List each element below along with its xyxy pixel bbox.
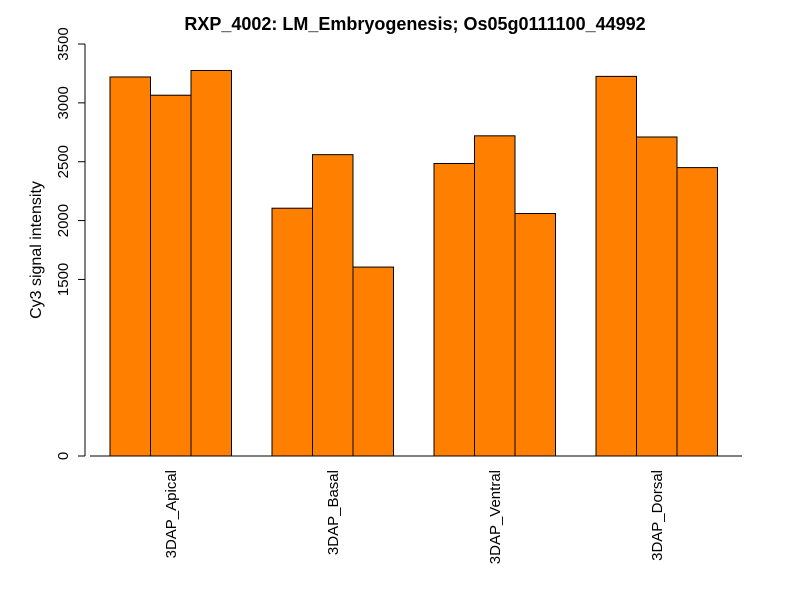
chart-title: RXP_4002: LM_Embryogenesis; Os05g0111100… bbox=[184, 14, 645, 34]
bar-3dap_dorsal-1 bbox=[595, 75, 637, 457]
category-labels: 3DAP_Apical 3DAP_Basal 3DAP_Ventral 3DAP_Do… bbox=[163, 470, 666, 564]
category-label-3dap_dorsal: 3DAP_Dorsal bbox=[649, 470, 666, 561]
y-tick-label-3500: 3500 bbox=[55, 27, 72, 60]
bar-3dap_basal-2 bbox=[312, 154, 354, 457]
bar-3dap_apical-2 bbox=[150, 94, 192, 457]
bar-3dap_dorsal-3 bbox=[676, 167, 718, 457]
bar-3dap_dorsal-2 bbox=[636, 136, 678, 457]
bar-3dap_basal-1 bbox=[271, 207, 313, 457]
bar-3dap_apical-1 bbox=[109, 76, 151, 457]
y-tick-label-0: 0 bbox=[55, 452, 72, 460]
category-label-3dap_apical: 3DAP_Apical bbox=[163, 470, 180, 558]
bar-3dap_ventral-2 bbox=[474, 135, 516, 457]
bar-3dap_apical-3 bbox=[190, 69, 232, 457]
bar-3dap_ventral-1 bbox=[433, 162, 475, 457]
y-axis-label: Cy3 signal intensity bbox=[28, 181, 45, 319]
bar-3dap_basal-3 bbox=[352, 266, 394, 457]
bars-group bbox=[109, 69, 718, 457]
y-tick-label-1500: 1500 bbox=[55, 263, 72, 296]
category-label-3dap_ventral: 3DAP_Ventral bbox=[487, 470, 504, 564]
bar-3dap_ventral-3 bbox=[514, 213, 556, 457]
y-tick-label-2500: 2500 bbox=[55, 145, 72, 178]
y-axis: 0 1500 2000 2500 3000 3500 bbox=[55, 27, 86, 460]
category-label-3dap_basal: 3DAP_Basal bbox=[325, 470, 342, 555]
y-tick-label-2000: 2000 bbox=[55, 204, 72, 237]
y-tick-label-3000: 3000 bbox=[55, 86, 72, 119]
